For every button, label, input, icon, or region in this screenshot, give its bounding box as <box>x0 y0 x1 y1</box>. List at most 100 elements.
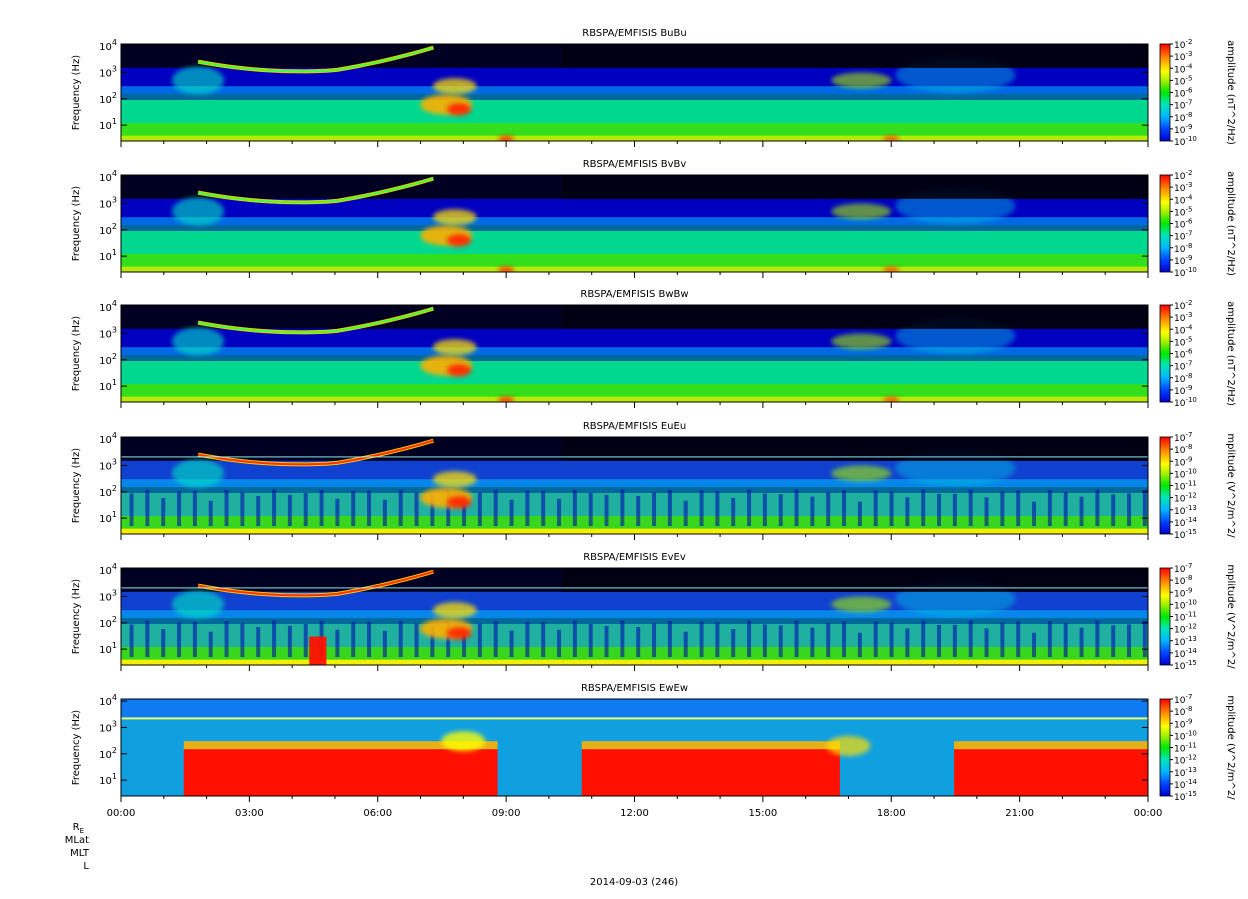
y-tick-label: 101 <box>99 248 117 263</box>
spectral-feature <box>831 203 892 220</box>
date-label: 2014-09-03 (246) <box>590 877 678 888</box>
spectral-feature <box>831 333 892 350</box>
spectral-feature <box>172 590 225 619</box>
spectral-band <box>309 636 327 665</box>
y-tick-label: 104 <box>99 693 117 708</box>
colorbar-tick-label: 10-5 <box>1174 335 1192 348</box>
low-frequency-band <box>121 135 1148 141</box>
colorbar-tick-label: 10-10 <box>1174 598 1197 611</box>
low-frequency-emission <box>581 749 840 796</box>
ephemeris-label-r: RE <box>73 822 84 835</box>
heatmap <box>121 699 1148 796</box>
y-tick-label: 104 <box>99 38 117 53</box>
spectral-feature <box>498 396 515 402</box>
colorbar-tick-label: 10-8 <box>1174 574 1192 587</box>
y-axis-label: Frequency (Hz) <box>71 186 82 262</box>
colorbar-tick-label: 10-11 <box>1174 611 1197 624</box>
colorbar-tick-label: 10-4 <box>1174 323 1193 336</box>
panel-1: RBSPA/EMFISIS BuBu Frequency (Hz) 101 102 10… <box>71 28 1236 148</box>
spectral-feature <box>172 66 225 95</box>
spectral-feature <box>172 459 225 488</box>
y-axis-label: Frequency (Hz) <box>71 448 82 524</box>
panel-6: RBSPA/EMFISIS EwEw Frequency (Hz) 101 102 10… <box>71 683 1236 819</box>
hiss-line <box>121 456 1148 458</box>
spectral-feature <box>447 496 472 509</box>
low-frequency-band <box>121 266 1148 272</box>
x-tick-label: 09:00 <box>492 808 521 819</box>
spectral-feature <box>172 327 225 356</box>
colorbar <box>1159 567 1171 666</box>
y-tick-label: 103 <box>99 719 117 734</box>
colorbar-tick-label: 10-13 <box>1174 766 1197 779</box>
y-tick-label: 103 <box>99 588 117 603</box>
colorbar <box>1159 698 1171 797</box>
spectral-feature <box>447 364 472 377</box>
colorbar-tick-label: 10-9 <box>1174 586 1192 599</box>
colorbar-tick-label: 10-6 <box>1174 218 1193 231</box>
colorbar-tick-label: 10-7 <box>1174 230 1192 243</box>
colorbar-tick-label: 10-4 <box>1174 193 1193 206</box>
hiss-line <box>121 717 1148 720</box>
spectral-feature <box>432 471 477 488</box>
colorbar-tick-label: 10-9 <box>1174 717 1192 730</box>
heatmap <box>121 568 1148 665</box>
low-frequency-emission <box>954 749 1148 796</box>
colorbar-tick-label: 10-2 <box>1174 299 1192 312</box>
y-tick-label: 104 <box>99 431 117 446</box>
colorbar-tick-label: 10-8 <box>1174 111 1192 124</box>
x-tick-label: 03:00 <box>235 808 264 819</box>
spectral-feature <box>432 78 477 95</box>
y-tick-label: 103 <box>99 325 117 340</box>
spectral-band <box>561 175 1148 199</box>
colorbar-tick-label: 10-14 <box>1174 647 1197 660</box>
y-tick-label: 103 <box>99 195 117 210</box>
ephemeris-label-mlat: MLat <box>65 835 89 846</box>
colorbar-tick-label: 10-12 <box>1174 492 1197 505</box>
panel-title: RBSPA/EMFISIS EvEv <box>583 552 686 563</box>
spectral-band <box>954 741 1148 750</box>
colorbar-tick-label: 10-7 <box>1174 431 1192 444</box>
colorbar-tick-label: 10-6 <box>1174 87 1193 100</box>
x-tick-label: 21:00 <box>1005 808 1034 819</box>
panel-title: RBSPA/EMFISIS EuEu <box>583 421 686 432</box>
heatmap <box>121 437 1148 534</box>
panel-2: RBSPA/EMFISIS BvBv Frequency (Hz) 101 102 10… <box>71 159 1236 279</box>
colorbar-tick-label: 10-10 <box>1174 467 1197 480</box>
colorbar-label: amplitude (nT^2/Hz) <box>1225 171 1236 276</box>
y-tick-label: 102 <box>99 484 117 499</box>
colorbar-label: mplitude (V^2/m^2/ <box>1225 564 1236 669</box>
panel-title: RBSPA/EMFISIS EwEw <box>581 683 688 694</box>
panel-title: RBSPA/EMFISIS BwBw <box>580 289 688 300</box>
colorbar-tick-label: 10-4 <box>1174 62 1193 75</box>
panel-title: RBSPA/EMFISIS BuBu <box>582 28 686 39</box>
colorbar-label: mplitude (V^2/m^2/ <box>1225 695 1236 800</box>
low-frequency-band <box>121 659 1148 665</box>
colorbar-tick-label: 10-10 <box>1174 135 1197 148</box>
y-tick-label: 101 <box>99 378 117 393</box>
colorbar <box>1159 43 1171 142</box>
colorbar-tick-label: 10-8 <box>1174 242 1192 255</box>
colorbar-tick-label: 10-5 <box>1174 74 1192 87</box>
spectral-band <box>561 437 1148 461</box>
spectral-feature <box>498 266 515 272</box>
spectral-band <box>561 305 1148 329</box>
colorbar-tick-label: 10-9 <box>1174 123 1192 136</box>
y-tick-label: 102 <box>99 615 117 630</box>
x-tick-label: 00:00 <box>1134 808 1163 819</box>
y-tick-label: 102 <box>99 222 117 237</box>
y-tick-label: 104 <box>99 169 117 184</box>
ephemeris-label-mlt: MLT <box>70 848 90 859</box>
colorbar-tick-label: 10-15 <box>1174 528 1197 541</box>
colorbar-tick-label: 10-9 <box>1174 455 1192 468</box>
spectral-feature <box>432 209 477 226</box>
colorbar-tick-label: 10-7 <box>1174 99 1192 112</box>
spectral-feature <box>831 465 892 482</box>
colorbar-tick-label: 10-9 <box>1174 384 1192 397</box>
y-tick-label: 102 <box>99 352 117 367</box>
hiss-line <box>121 587 1148 589</box>
spectral-feature <box>432 339 477 356</box>
colorbar-tick-label: 10-9 <box>1174 254 1192 267</box>
colorbar-tick-label: 10-5 <box>1174 205 1192 218</box>
colorbar-tick-label: 10-14 <box>1174 778 1197 791</box>
